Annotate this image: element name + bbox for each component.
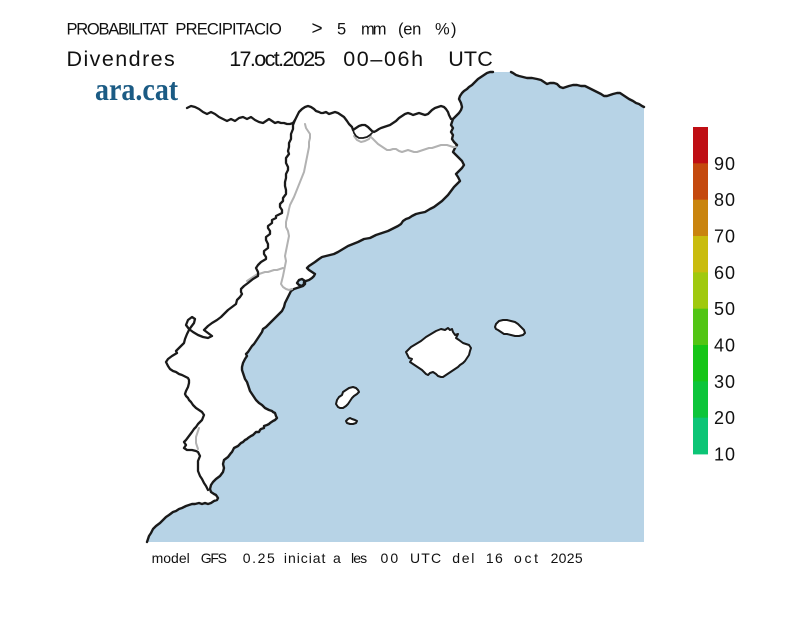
svg-text:70: 70 <box>714 227 736 247</box>
svg-text:30: 30 <box>714 372 736 392</box>
svg-text:ara.cat: ara.cat <box>95 71 178 107</box>
svg-text:60: 60 <box>714 263 736 283</box>
svg-text:50: 50 <box>714 299 736 319</box>
svg-text:40: 40 <box>714 336 736 356</box>
svg-text:20: 20 <box>714 408 736 428</box>
svg-text:80: 80 <box>714 190 736 210</box>
svg-text:90: 90 <box>714 154 736 174</box>
svg-text:10: 10 <box>714 445 736 465</box>
